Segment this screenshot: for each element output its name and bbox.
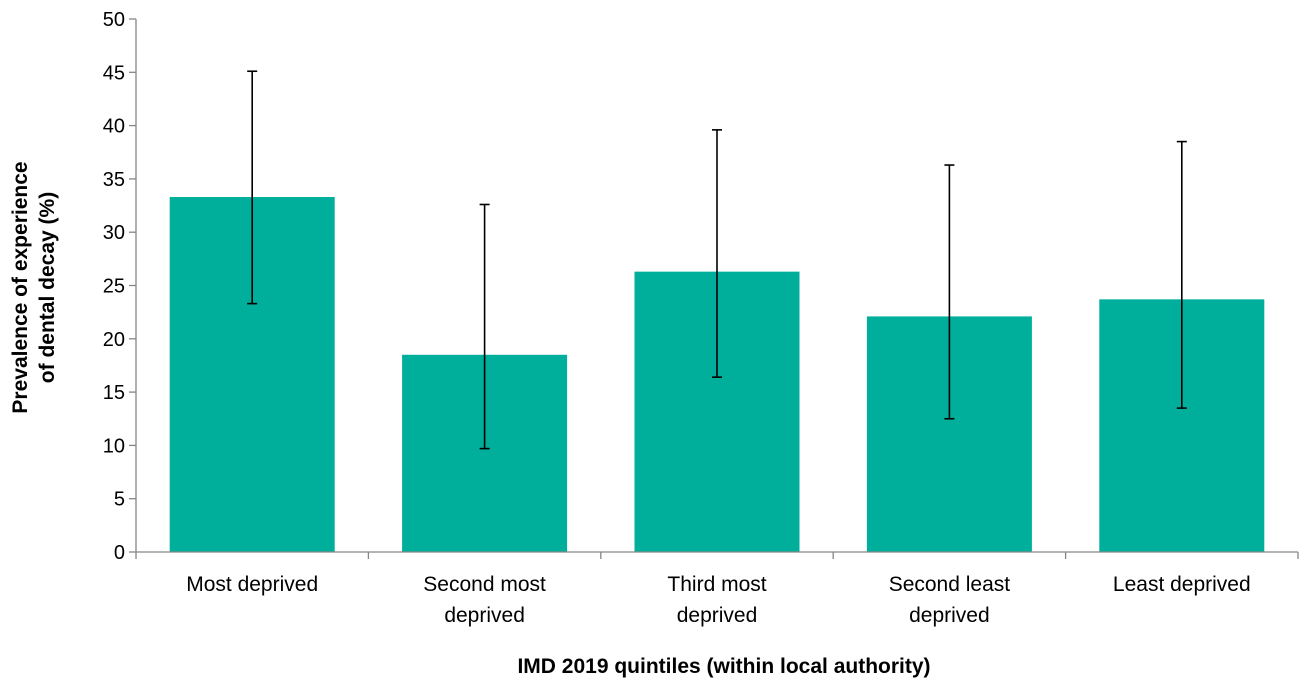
labels-layer: 0 5 10 15 20 25 30 35 40 45 50 Most deprived Second … xyxy=(9,9,1251,678)
y-tick-label: 10 xyxy=(103,435,125,457)
x-tick-label-line: deprived xyxy=(909,604,990,627)
y-axis-title-line: of dental decay (%) xyxy=(36,192,59,383)
x-tick-label-line: Third most xyxy=(667,573,766,596)
y-tick-label: 25 xyxy=(103,276,125,298)
x-tick-label: Second least deprived xyxy=(889,573,1011,627)
x-tick-label-line: Most deprived xyxy=(186,573,318,596)
x-axis-title: IMD 2019 quintiles (within local authori… xyxy=(517,655,930,678)
y-tick-label: 50 xyxy=(103,9,125,31)
x-tick-label-line: Second most xyxy=(423,573,546,596)
y-tick-label: 30 xyxy=(103,222,125,244)
y-tick-label: 15 xyxy=(103,382,125,404)
error-bar xyxy=(1176,140,1187,409)
error-bar xyxy=(479,203,490,450)
x-tick-label-line: deprived xyxy=(444,604,525,627)
x-tick-label-line: Second least xyxy=(889,573,1011,596)
error-bar xyxy=(247,70,258,305)
x-tick-label-line: Least deprived xyxy=(1113,573,1251,596)
x-tick-label: Second most deprived xyxy=(423,573,546,627)
y-tick-label: 5 xyxy=(114,489,125,511)
y-axis-title: Prevalence of experience of dental decay … xyxy=(9,161,59,413)
y-tick-label: 0 xyxy=(114,542,125,564)
x-tick-label-line: deprived xyxy=(677,604,758,627)
x-tick-label: Third most deprived xyxy=(667,573,766,627)
error-bar xyxy=(712,129,722,378)
axes-layer xyxy=(129,18,1299,559)
y-tick-label: 40 xyxy=(103,116,125,138)
error-bar xyxy=(944,164,955,420)
y-axis-title-line: Prevalence of experience xyxy=(9,161,32,413)
x-tick-label: Least deprived xyxy=(1113,573,1251,596)
y-tick-label: 20 xyxy=(103,329,125,351)
y-tick-label: 45 xyxy=(103,62,125,84)
error-bars-layer xyxy=(247,70,1187,450)
x-tick-label: Most deprived xyxy=(186,573,318,596)
y-tick-label: 35 xyxy=(103,169,125,191)
